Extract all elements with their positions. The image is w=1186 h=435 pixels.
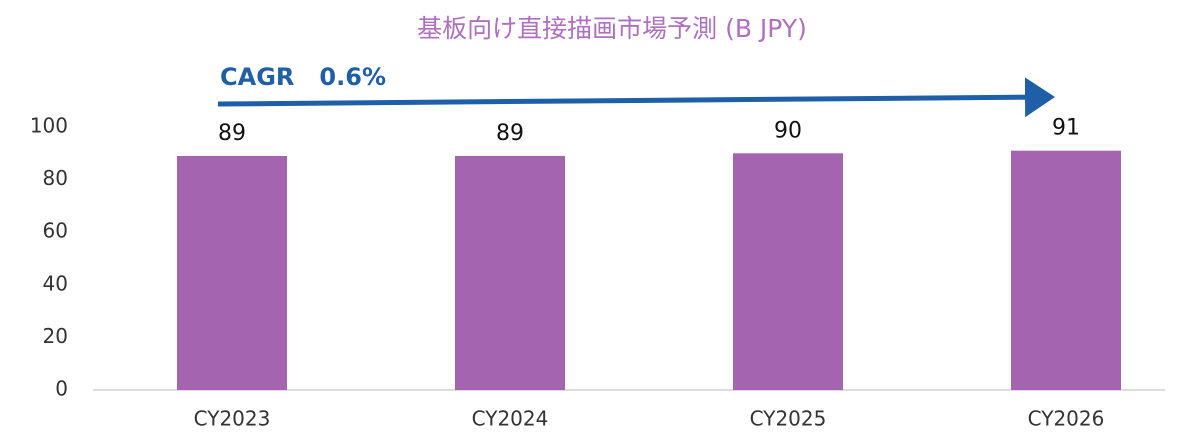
- x-tick-label: CY2023: [194, 407, 271, 431]
- value-label: 90: [774, 118, 802, 143]
- value-label: 89: [218, 121, 246, 146]
- cagr-annotation: CAGR 0.6%: [220, 63, 386, 91]
- x-tick-label: CY2024: [472, 407, 549, 431]
- bar: [733, 153, 843, 390]
- y-tick-label: 60: [43, 219, 68, 243]
- trend-arrow: [217, 77, 1055, 118]
- y-tick-label: 80: [43, 166, 68, 190]
- y-tick-label: 40: [43, 271, 68, 295]
- chart-title: 基板向け直接描画市場予測 (B JPY): [417, 14, 807, 43]
- x-tick-label: CY2025: [750, 407, 827, 431]
- y-tick-label: 20: [43, 324, 68, 348]
- bar: [177, 155, 287, 390]
- bar: [1011, 150, 1121, 390]
- x-tick-label: CY2026: [1028, 407, 1105, 431]
- bar: [455, 155, 565, 390]
- value-label: 89: [496, 121, 524, 146]
- y-tick-label: 0: [55, 377, 68, 401]
- y-tick-label: 100: [30, 114, 68, 138]
- value-label: 91: [1052, 116, 1080, 141]
